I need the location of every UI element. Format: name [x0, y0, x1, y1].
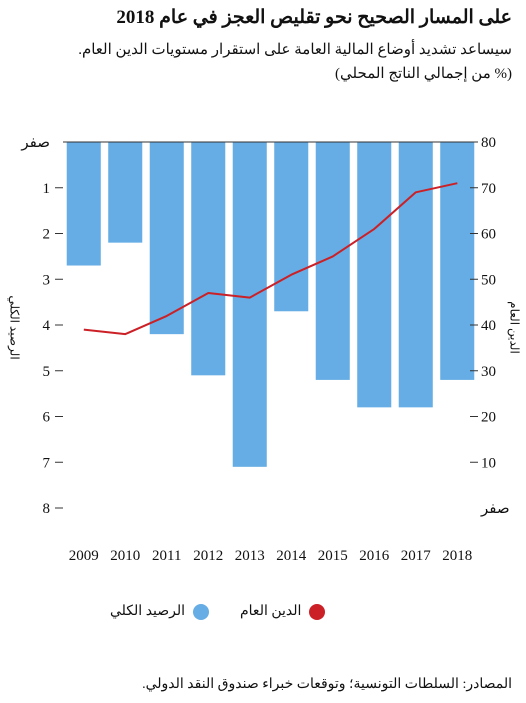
left-tick-label: 1 [43, 181, 51, 197]
chart-title: على المسار الصحيح نحو تقليص العجز في عام… [116, 7, 512, 28]
chart-subtitle: سيساعد تشديد أوضاع المالية العامة على اس… [78, 42, 512, 58]
left-tick-label: 2 [43, 227, 51, 243]
right-tick-label: 10 [481, 455, 496, 471]
right-axis-label: الدين العام [507, 301, 522, 354]
right-tick-label: 60 [481, 227, 496, 243]
bar-2017 [398, 142, 433, 408]
bar-2014 [274, 142, 309, 312]
x-tick-label: 2012 [193, 548, 223, 564]
bar-2016 [357, 142, 392, 408]
source-note: المصادر: السلطات التونسية؛ وتوقعات خبراء… [142, 677, 512, 692]
chart-unit: (% من إجمالي الناتج المحلي) [335, 66, 512, 82]
debt-legend-dot [309, 603, 326, 620]
x-tick-label: 2017 [401, 548, 432, 564]
x-tick-label: 2010 [110, 548, 140, 564]
left-tick-label: 3 [43, 272, 51, 288]
right-tick-label: 20 [481, 410, 496, 426]
x-tick-label: 2016 [359, 548, 390, 564]
bar-2010 [108, 142, 143, 243]
balance-legend-dot [193, 603, 210, 620]
right-tick-label: 30 [481, 364, 496, 380]
left-tick-label: 8 [43, 501, 51, 517]
x-tick-label: 2014 [276, 548, 307, 564]
x-tick-label: 2015 [318, 548, 348, 564]
right-tick-label: 70 [481, 181, 496, 197]
legend-debt: الدين العام [240, 603, 326, 620]
right-tick-label: صفر [480, 501, 510, 517]
bar-2018 [440, 142, 475, 380]
debt-line [83, 182, 458, 336]
bar-2011 [149, 142, 184, 335]
legend-debt-label: الدين العام [240, 604, 302, 619]
right-tick-label: 50 [481, 272, 496, 288]
left-tick-label: 4 [43, 318, 51, 334]
x-tick-label: 2011 [152, 548, 181, 564]
legend-balance-label: الرصيد الكلي [110, 604, 186, 619]
left-axis-label: الرصيد الكلي [7, 295, 22, 360]
left-tick-label: 7 [43, 455, 51, 471]
bar-2013 [232, 142, 267, 467]
right-tick-label: 80 [481, 135, 496, 151]
left-tick-label: صفر [20, 135, 50, 151]
x-tick-label: 2009 [69, 548, 99, 564]
x-tick-label: 2013 [235, 548, 265, 564]
left-tick-label: 6 [43, 410, 51, 426]
bar-2009 [66, 142, 101, 266]
bar-2012 [191, 142, 226, 376]
legend-balance: الرصيد الكلي [110, 603, 210, 620]
x-tick-label: 2018 [442, 548, 472, 564]
right-tick-label: 40 [481, 318, 496, 334]
left-tick-label: 5 [43, 364, 51, 380]
